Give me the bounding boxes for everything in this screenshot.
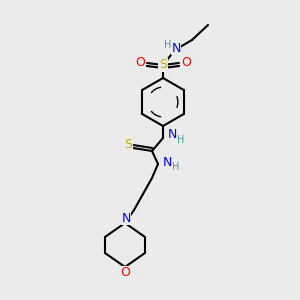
Text: O: O (120, 266, 130, 280)
Text: N: N (121, 212, 131, 224)
Text: S: S (159, 58, 167, 71)
Text: H: H (177, 135, 185, 145)
Text: O: O (135, 56, 145, 68)
Text: S: S (124, 139, 132, 152)
Text: O: O (181, 56, 191, 68)
Text: H: H (164, 40, 172, 50)
Text: N: N (171, 41, 181, 55)
Text: H: H (172, 162, 180, 172)
Text: N: N (167, 128, 177, 142)
Text: N: N (162, 155, 172, 169)
